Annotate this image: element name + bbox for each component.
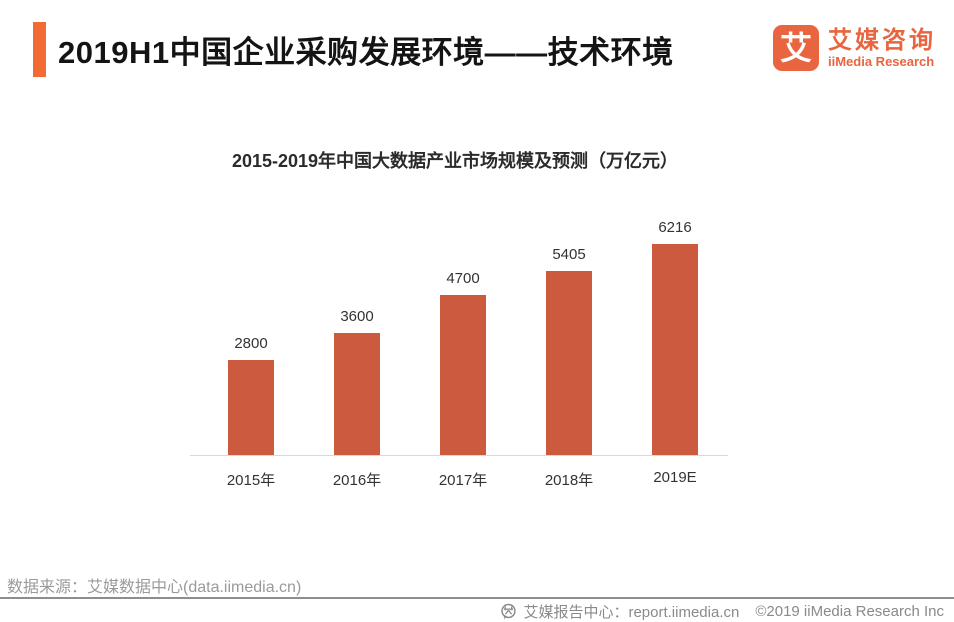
bar (440, 295, 486, 455)
x-axis-label: 2015年 (226, 472, 276, 489)
bar-value-label: 2800 (234, 335, 268, 352)
footer-right: 艾媒报告中心：report.iimedia.cn ©2019 iiMedia R… (500, 601, 944, 622)
iimedia-logo-text: 艾媒咨询 iiMedia Research (828, 26, 936, 69)
report-center-text: 艾媒报告中心：report.iimedia.cn (523, 604, 740, 621)
logo-name-cn: 艾媒咨询 (828, 26, 936, 54)
copyright-text: ©2019 iiMedia Research Inc (755, 603, 944, 620)
chart-title: 2015-2019年中国大数据产业市场规模及预测（万亿元） (231, 151, 679, 171)
iimedia-logo-icon: 艾 (773, 25, 819, 71)
bar-value-label: 6216 (658, 219, 692, 236)
x-axis-label: 2019E (653, 469, 697, 486)
footer-divider (0, 597, 954, 599)
bar (652, 244, 698, 455)
x-axis-label: 2018年 (544, 472, 594, 489)
x-axis-label: 2017年 (438, 472, 488, 489)
x-axis-label: 2016年 (332, 472, 382, 489)
logo-name-en: iiMedia Research (828, 53, 935, 69)
bar (546, 271, 592, 455)
bar-value-label: 3600 (340, 308, 374, 325)
page-title: 2019H1中国企业采购发展环境——技术环境 (58, 35, 674, 70)
bar-value-label: 5405 (552, 246, 586, 263)
bar-chart-plot: 2800 2015年 3600 2016年 4700 2017年 5405 2018年 6216… (190, 219, 728, 489)
title-accent-bar (33, 22, 46, 77)
report-center-globe-icon (500, 603, 517, 620)
bar (334, 333, 380, 455)
page-header: 2019H1中国企业采购发展环境——技术环境 (33, 22, 674, 77)
bar (228, 360, 274, 455)
bar-value-label: 4700 (446, 270, 480, 287)
iimedia-logo: 艾 艾媒咨询 iiMedia Research (773, 25, 936, 71)
data-source-note: 数据来源：艾媒数据中心(data.iimedia.cn) (7, 579, 302, 596)
